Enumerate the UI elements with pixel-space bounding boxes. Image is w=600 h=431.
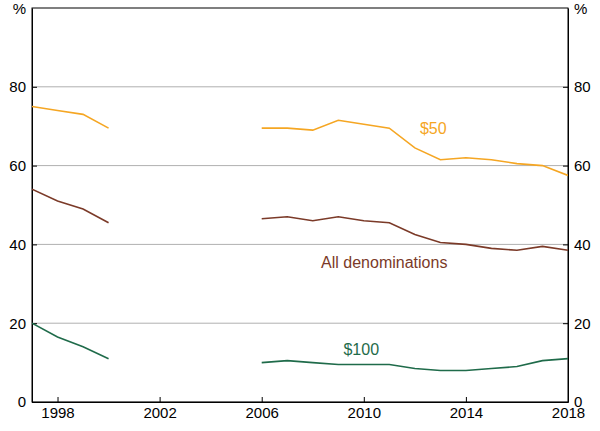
tick-label: 2006 bbox=[246, 404, 279, 421]
plot: 0204060800204060801998200220062010201420… bbox=[9, 0, 590, 421]
tick: 2002 bbox=[143, 397, 176, 421]
tick-mark bbox=[262, 397, 263, 402]
tick-label: 20 bbox=[574, 315, 591, 332]
plot-frame bbox=[32, 8, 568, 402]
tick-mark bbox=[466, 397, 467, 402]
tick-mark bbox=[568, 397, 569, 402]
tick-label: 2002 bbox=[143, 404, 176, 421]
axis-line bbox=[568, 9, 569, 403]
series-group bbox=[32, 107, 568, 371]
tick: 1998 bbox=[41, 397, 74, 421]
tick-mark bbox=[563, 87, 568, 88]
tick-mark bbox=[364, 397, 365, 402]
tick: 2014 bbox=[450, 397, 483, 421]
series-line bbox=[32, 323, 568, 370]
axis-line bbox=[33, 402, 569, 403]
tick: 2018 bbox=[552, 397, 585, 421]
tick-label: 40 bbox=[574, 236, 591, 253]
tick-label: 20 bbox=[9, 315, 26, 332]
series-line bbox=[32, 189, 568, 250]
tick-mark bbox=[563, 323, 568, 324]
tick: 80 bbox=[563, 78, 591, 95]
tick: 80 bbox=[9, 78, 37, 95]
tick: 2010 bbox=[348, 397, 381, 421]
y-axis-right: 020406080 bbox=[563, 9, 591, 411]
tick: 0 bbox=[18, 393, 37, 410]
tick-mark bbox=[32, 87, 37, 88]
tick-label: 1998 bbox=[41, 404, 74, 421]
tick: 60 bbox=[563, 157, 591, 174]
grid-line bbox=[32, 165, 568, 166]
tick-mark bbox=[563, 244, 568, 245]
unit-label: % bbox=[13, 0, 26, 17]
series-line bbox=[32, 107, 568, 176]
chart: 0204060800204060801998200220062010201420… bbox=[0, 0, 600, 431]
tick: 60 bbox=[9, 157, 37, 174]
tick-label: 2010 bbox=[348, 404, 381, 421]
series-label: $50 bbox=[420, 120, 447, 137]
tick-mark bbox=[160, 397, 161, 402]
grid-line bbox=[32, 86, 568, 87]
tick-mark bbox=[58, 397, 59, 402]
axis-line bbox=[32, 9, 33, 403]
series-labels: $50 All denominations $100 bbox=[321, 120, 447, 358]
grid bbox=[32, 87, 568, 402]
unit-label: % bbox=[574, 0, 587, 17]
tick-label: 2018 bbox=[552, 404, 585, 421]
tick-label: 60 bbox=[9, 157, 26, 174]
tick-mark bbox=[32, 244, 37, 245]
y-axis-left: 0 20 40 60 80 bbox=[9, 9, 37, 411]
series-label: All denominations bbox=[321, 254, 447, 271]
tick-label: 80 bbox=[574, 78, 591, 95]
tick-mark bbox=[32, 166, 37, 167]
x-axis: 1998 2002 2006 2010 2014 2018 bbox=[33, 397, 586, 421]
tick-label: 2014 bbox=[450, 404, 483, 421]
tick: 40 bbox=[9, 236, 37, 253]
grid-line bbox=[32, 323, 568, 324]
tick: 2006 bbox=[246, 397, 279, 421]
tick-mark bbox=[563, 166, 568, 167]
tick-label: 60 bbox=[574, 157, 591, 174]
series-label: $100 bbox=[343, 341, 379, 358]
grid-line bbox=[32, 244, 568, 245]
tick-label: 80 bbox=[9, 78, 26, 95]
tick-label: 0 bbox=[18, 393, 26, 410]
tick-label: 40 bbox=[9, 236, 26, 253]
tick: 20 bbox=[563, 315, 591, 332]
